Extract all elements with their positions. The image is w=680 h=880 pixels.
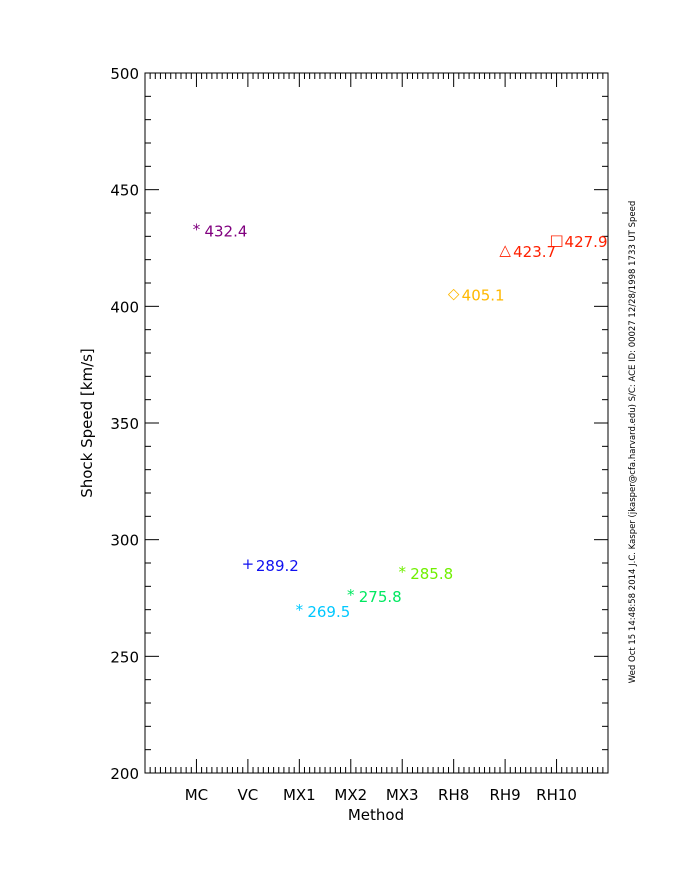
x-tick-label: MX1 — [283, 786, 316, 804]
data-label: 285.8 — [410, 565, 453, 583]
data-point-marker: * — [193, 221, 201, 239]
y-tick-labels: 200 250 300 350 400 450 500 — [110, 65, 139, 783]
y-tick-label: 500 — [110, 65, 139, 83]
data-point-marker: △ — [499, 241, 511, 259]
data-points: * 432.4+ 289.2* 269.5* 275.8* 285.8◇ 405.1△ 423… — [193, 221, 608, 621]
y-tick-label: 250 — [110, 648, 139, 666]
y-axis-title: Shock Speed [km/s] — [78, 348, 96, 498]
x-tick-label: MX2 — [334, 786, 367, 804]
x-tick-label: RH9 — [489, 786, 520, 804]
data-point-marker: * — [296, 601, 304, 619]
side-annotation: Wed Oct 15 14:48:58 2014 J.C. Kasper (jk… — [628, 201, 638, 683]
plot-frame — [144, 72, 609, 774]
x-tick-label: VC — [238, 786, 259, 804]
data-point-marker: □ — [549, 231, 563, 249]
x-axis-title: Method — [348, 806, 404, 824]
y-tick-label: 400 — [110, 298, 139, 316]
x-tick-label: MX3 — [386, 786, 419, 804]
data-point-marker: + — [242, 555, 255, 573]
data-point-marker: * — [398, 563, 406, 581]
data-label: 289.2 — [256, 557, 299, 575]
data-label: 269.5 — [307, 603, 350, 621]
axis-ticks — [144, 72, 609, 774]
data-point-marker: * — [347, 586, 355, 604]
x-tick-label: RH8 — [438, 786, 469, 804]
y-tick-label: 300 — [110, 532, 139, 550]
data-label: 405.1 — [462, 286, 505, 304]
data-label: 275.8 — [359, 588, 402, 606]
x-tick-label: RH10 — [536, 786, 577, 804]
data-point-marker: ◇ — [448, 284, 460, 302]
data-label: 432.4 — [204, 223, 247, 241]
data-label: 423.7 — [513, 243, 556, 261]
y-tick-label: 200 — [110, 765, 139, 783]
data-label: 427.9 — [565, 233, 608, 251]
x-tick-label: MC — [185, 786, 208, 804]
y-tick-label: 450 — [110, 182, 139, 200]
y-tick-label: 350 — [110, 415, 139, 433]
x-tick-labels: MC VC MX1 MX2 MX3 RH8 RH9 RH10 — [185, 786, 577, 804]
